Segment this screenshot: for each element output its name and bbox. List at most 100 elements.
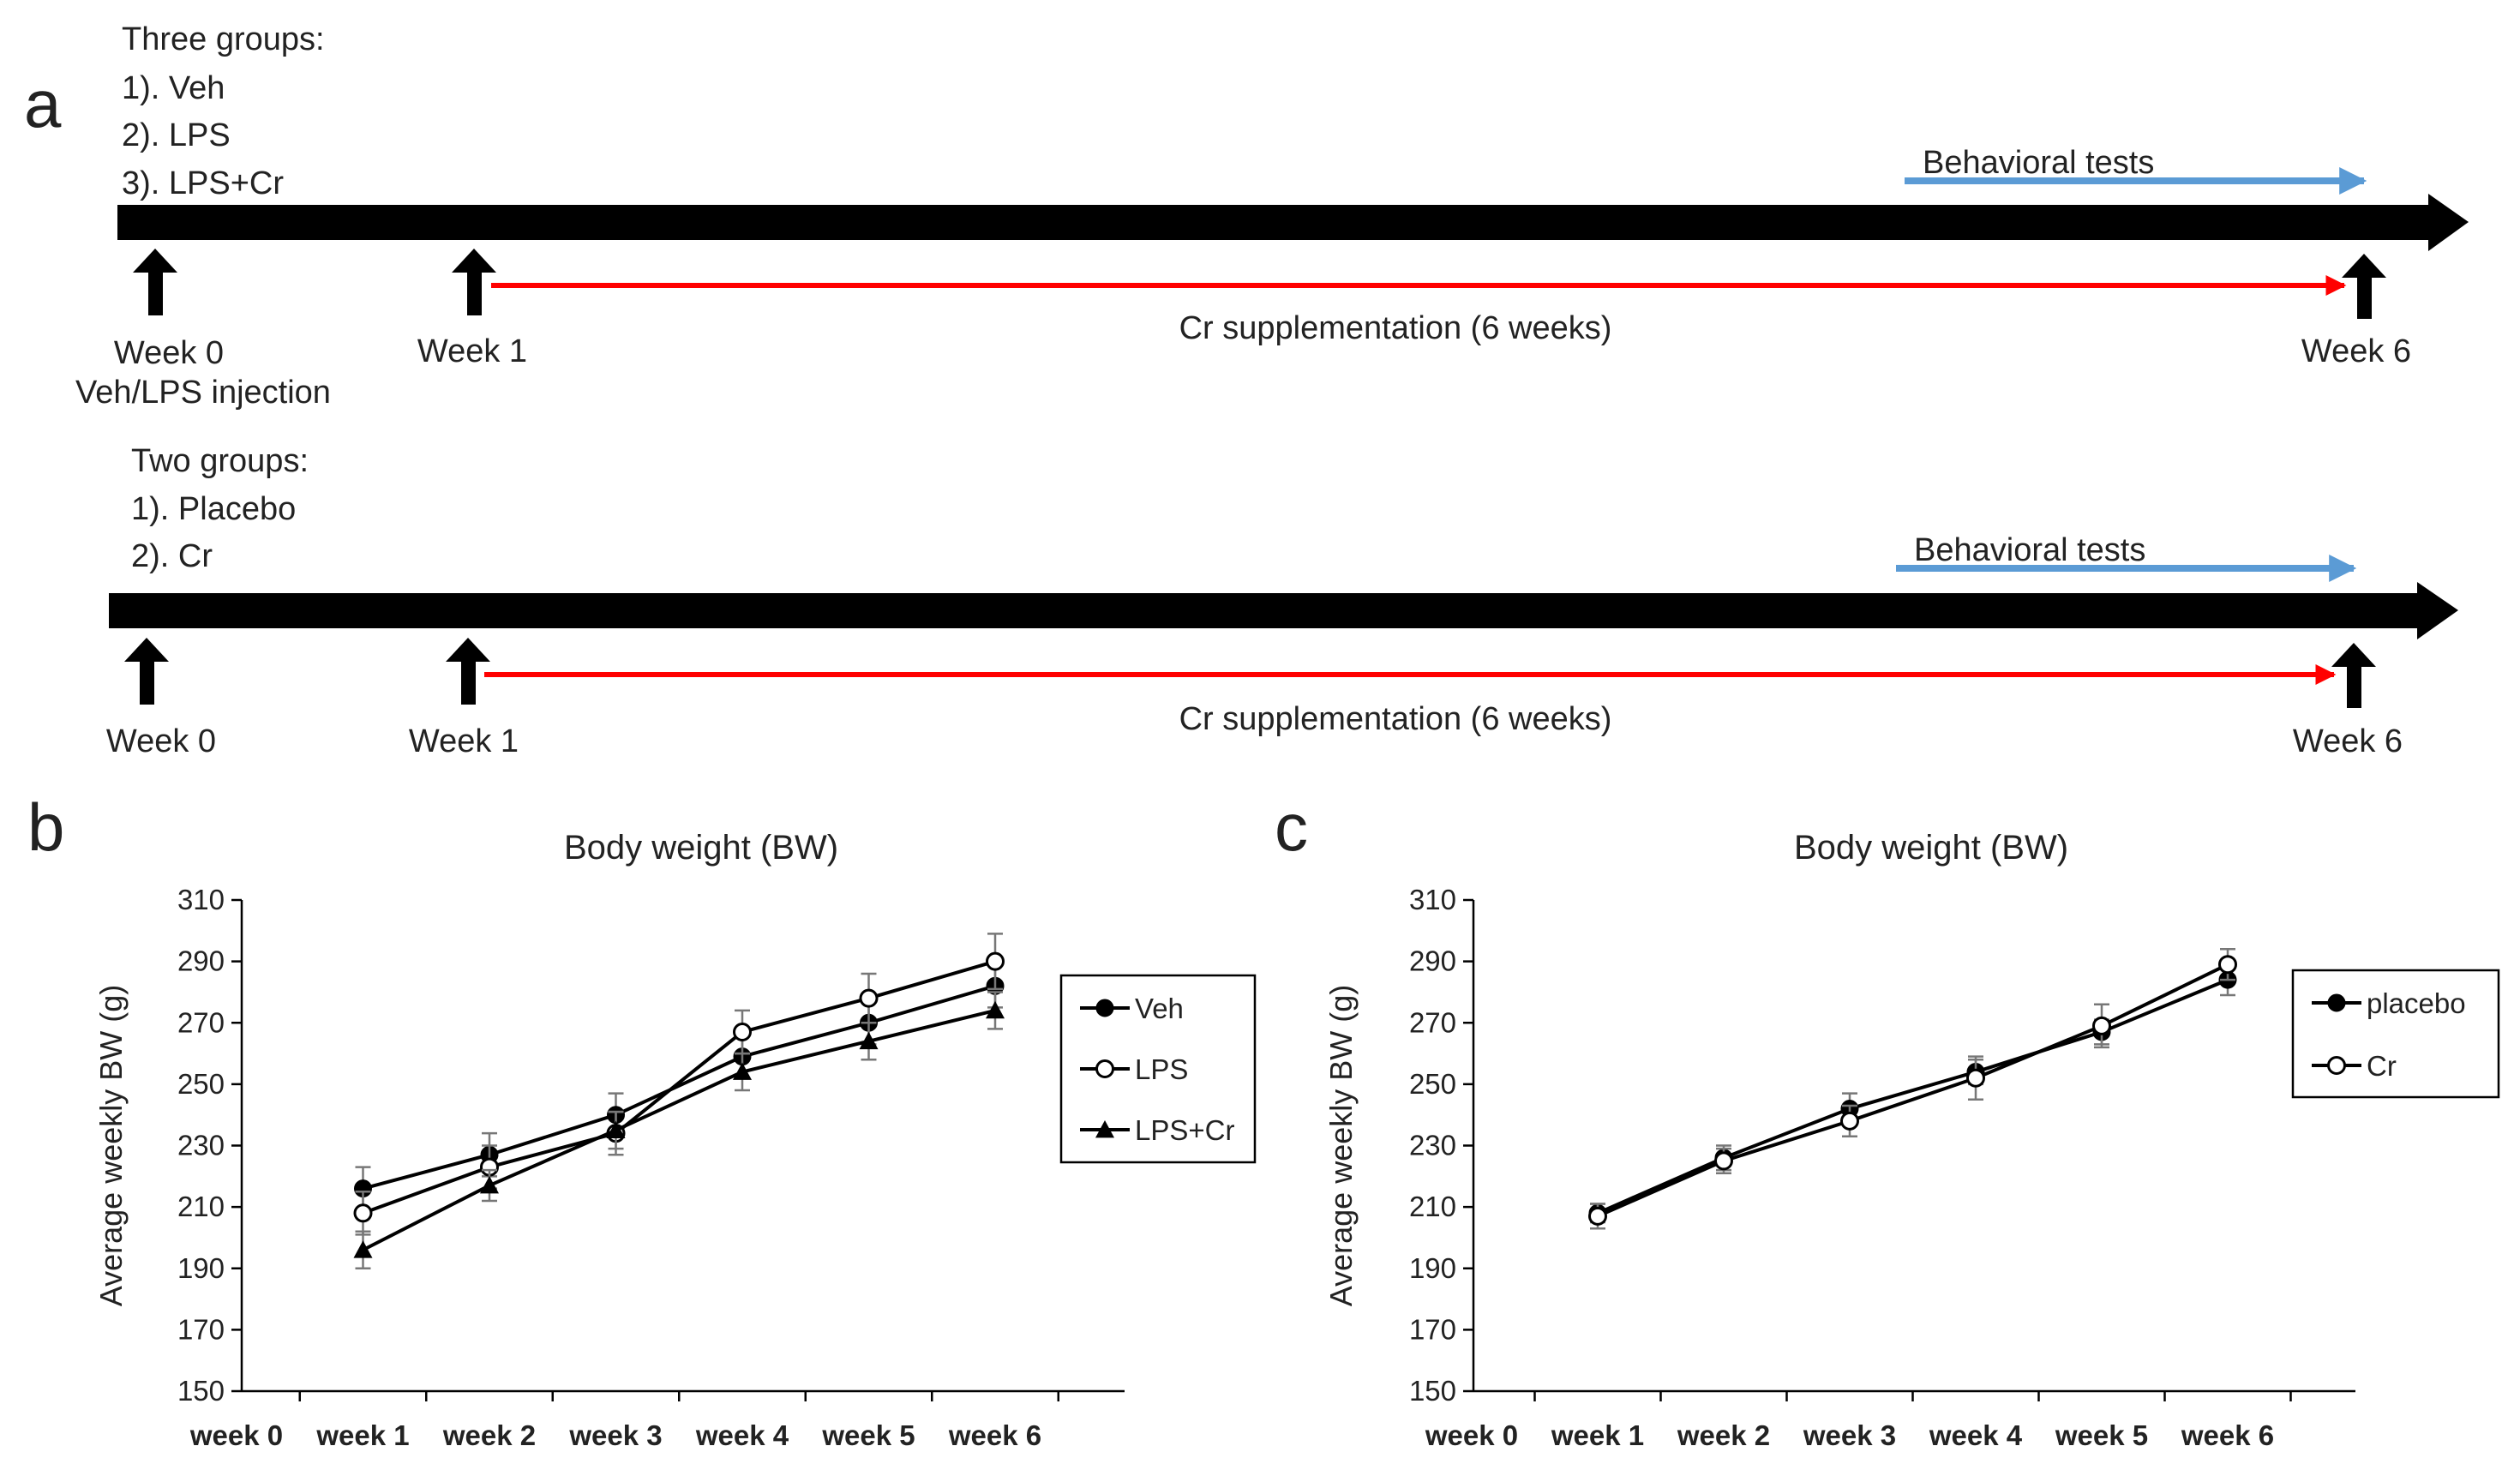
chart-b-point-LPS [733, 1022, 752, 1041]
chart-b-legend-marker [1095, 1059, 1114, 1078]
chart-c-xtick-label: week 5 [2055, 1419, 2148, 1451]
chart-b-legend-marker [1095, 999, 1114, 1017]
chart-c-xtick-label: week 1 [1551, 1419, 1644, 1451]
chart-c-xtick-label: week 4 [1929, 1419, 2023, 1451]
chart-c-legend-label: Cr [2367, 1050, 2397, 1082]
chart-b-xtick-label: week 5 [821, 1419, 915, 1451]
chart-c-xtick-label: week 0 [1425, 1419, 1518, 1451]
chart-b-legend-label: LPS+Cr [1135, 1114, 1234, 1146]
chart-c-xtick-label: week 6 [2181, 1419, 2274, 1451]
chart-c-point-Cr [2092, 1016, 2111, 1035]
timeline-bottom: Two groups: 1). Placebo 2). Cr Behaviora… [106, 443, 2458, 759]
behavioral-tests-label-top: Behavioral tests [1923, 145, 2154, 181]
week0-arrow-bottom [124, 638, 169, 705]
chart-c-ytick-label: 270 [1409, 1006, 1456, 1038]
chart-b-point-LPS+Cr [859, 1031, 879, 1050]
week1-label-top: Week 1 [417, 333, 527, 369]
chart-b-xtick-label: week 6 [948, 1419, 1041, 1451]
chart-c-legend-marker [2327, 1056, 2346, 1075]
week0-arrow-top [133, 249, 177, 315]
group-item-bottom-1: 1). Placebo [131, 491, 296, 527]
panel-c-label: c [1275, 789, 1308, 865]
chart-c-xtick-label: week 3 [1803, 1419, 1896, 1451]
chart-c-ytick-label: 210 [1409, 1191, 1456, 1222]
chart-c-ytick-label: 170 [1409, 1313, 1456, 1345]
chart-b-point-LPS [859, 988, 879, 1008]
chart-c-legend-box [2291, 969, 2500, 1099]
cr-supplementation-label-top: Cr supplementation (6 weeks) [1179, 310, 1612, 346]
timeline-arrowhead-top [2428, 194, 2469, 251]
timeline-top: Three groups: 1). Veh 2). LPS 3). LPS+Cr… [75, 21, 2469, 411]
chart-b-point-LPS+Cr [986, 1000, 1005, 1019]
week0-label-top: Week 0 [114, 335, 224, 371]
chart-c-ylabel: Average weekly BW (g) [1323, 985, 1359, 1306]
chart-c-point-Cr [1714, 1151, 1733, 1171]
chart-b-ytick-label: 190 [177, 1252, 225, 1284]
chart-c-point-Cr [1966, 1068, 1985, 1088]
chart-c-legend-label: placebo [2367, 987, 2466, 1019]
chart-b-ytick-label: 170 [177, 1313, 225, 1345]
group-item-top-3: 3). LPS+Cr [122, 165, 284, 201]
group-item-top-1: 1). Veh [122, 70, 225, 106]
chart-c-series-placebo [1588, 963, 2237, 1224]
chart-b-xtick-label: week 3 [568, 1419, 662, 1451]
chart-b-ytick-label: 310 [177, 884, 225, 915]
week1-arrow-top [452, 249, 496, 315]
week6-arrow-top [2342, 254, 2386, 319]
chart-b-point-LPS [986, 951, 1005, 971]
chart-b-ytick-label: 250 [177, 1068, 225, 1100]
chart-b-line-Veh [362, 984, 996, 1191]
chart-c-ytick-label: 310 [1409, 884, 1456, 915]
cr-supplementation-label-bottom: Cr supplementation (6 weeks) [1179, 701, 1612, 737]
chart-b-series-LPS [353, 933, 1005, 1236]
timeline-bar-bottom [109, 593, 2421, 628]
chart-c-xtick-label: week 2 [1677, 1419, 1770, 1451]
chart-c-ytick-label: 290 [1409, 945, 1456, 977]
chart-c-ytick-label: 230 [1409, 1130, 1456, 1161]
chart-b-ytick-label: 230 [177, 1130, 225, 1161]
week6-label-bottom: Week 6 [2293, 723, 2403, 759]
panel-a-label: a [24, 66, 62, 141]
chart-b-point-LPS+Cr [733, 1062, 752, 1080]
chart-c-legend: placebo Cr [2291, 969, 2500, 1099]
chart-b-legend: Veh LPS LPS+Cr [1059, 974, 1257, 1164]
injection-label: Veh/LPS injection [75, 375, 331, 411]
panel-b-label: b [27, 789, 64, 865]
chart-c-point-Cr [2218, 955, 2237, 975]
chart-c-line-placebo [1597, 978, 2229, 1215]
chart-c-legend-marker [2327, 993, 2346, 1012]
chart-b-line-LPS+Cr [362, 1008, 996, 1252]
chart-b-series-LPS+Cr [353, 991, 1005, 1269]
behavioral-tests-label-bottom: Behavioral tests [1914, 532, 2145, 568]
chart-c-line-Cr [1597, 963, 2229, 1218]
chart-b-legend-label: Veh [1135, 993, 1184, 1024]
chart-c-title: Body weight (BW) [1794, 829, 2068, 867]
chart-b-xtick-label: week 0 [189, 1419, 283, 1451]
chart-c-ytick-label: 190 [1409, 1252, 1456, 1284]
panel-a: a Three groups: 1). Veh 2). LPS 3). LPS+… [24, 21, 2469, 759]
chart-c: Body weight (BW) Average weekly BW (g) 150… [1323, 829, 2500, 1451]
group-item-bottom-2: 2). Cr [131, 538, 213, 574]
chart-c-series-Cr [1588, 948, 2237, 1230]
chart-c-point-Cr [1588, 1206, 1607, 1226]
week6-arrow-bottom [2331, 643, 2376, 708]
chart-b-legend-label: LPS [1135, 1053, 1188, 1085]
group-item-top-2: 2). LPS [122, 117, 231, 153]
groups-title-top: Three groups: [122, 21, 325, 57]
week0-label-bottom: Week 0 [106, 723, 216, 759]
chart-b-legend-marker [1095, 1120, 1114, 1138]
chart-b-point-LPS+Cr [606, 1120, 626, 1138]
chart-b-series-Veh [354, 963, 1005, 1211]
chart-b-xtick-label: week 2 [442, 1419, 536, 1451]
week1-label-bottom: Week 1 [409, 723, 519, 759]
chart-c-point-Cr [1840, 1111, 1859, 1131]
chart-b-line-LPS [362, 959, 996, 1215]
chart-b-ylabel: Average weekly BW (g) [93, 985, 129, 1306]
chart-c-ytick-label: 250 [1409, 1068, 1456, 1100]
chart-b-ytick-label: 210 [177, 1191, 225, 1222]
chart-b-title: Body weight (BW) [564, 829, 838, 867]
chart-b-point-LPS+Cr [480, 1176, 499, 1194]
chart-b-ytick-label: 150 [177, 1375, 225, 1407]
